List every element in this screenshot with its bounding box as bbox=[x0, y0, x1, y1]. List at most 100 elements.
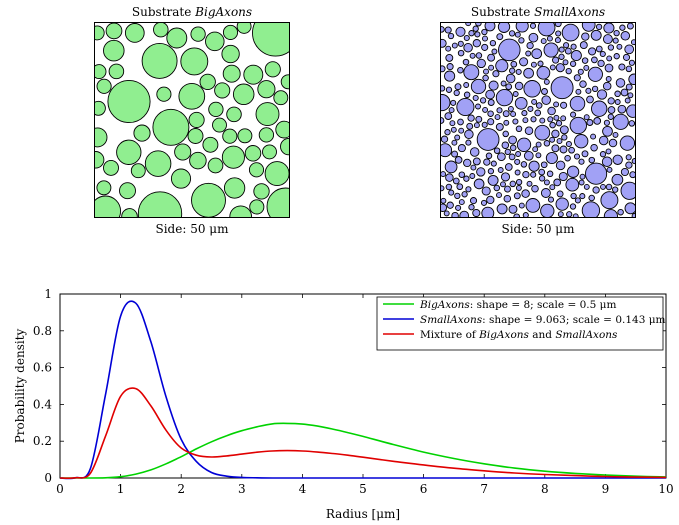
small-axon-circle bbox=[560, 101, 568, 109]
x-tick-label: 6 bbox=[420, 482, 428, 496]
small-axon-circle bbox=[485, 89, 495, 100]
small-axon-circle bbox=[444, 112, 453, 120]
small-axon-circle bbox=[538, 168, 546, 176]
small-axon-circle bbox=[607, 44, 615, 51]
big-axon-circle bbox=[221, 145, 245, 169]
small-axon-circle bbox=[619, 24, 626, 31]
small-axon-circle bbox=[441, 203, 448, 212]
small-axon-circle bbox=[555, 120, 563, 127]
big-axon-circle bbox=[174, 143, 192, 161]
small-axon-circle bbox=[491, 48, 498, 55]
small-axon-circle bbox=[574, 134, 589, 149]
small-axon-circle bbox=[579, 173, 586, 180]
big-axon-circle bbox=[121, 208, 138, 217]
big-axon-circle bbox=[153, 23, 169, 38]
small-axon-circle bbox=[480, 199, 488, 206]
small-axon-circle bbox=[538, 175, 546, 182]
small-axon-circle bbox=[595, 23, 603, 31]
small-axon-circle bbox=[445, 45, 452, 52]
small-axon-circle bbox=[547, 116, 554, 123]
small-axon-circle bbox=[547, 196, 555, 203]
small-axon-circle bbox=[619, 135, 635, 151]
small-axon-circle bbox=[601, 156, 613, 167]
small-axon-circle bbox=[487, 168, 495, 175]
small-axon-circle bbox=[529, 23, 537, 29]
small-axon-circle bbox=[455, 204, 462, 211]
small-axon-circle bbox=[553, 114, 560, 121]
small-axon-circle bbox=[458, 199, 465, 206]
small-axon-circle bbox=[473, 178, 485, 190]
small-axon-circle bbox=[453, 89, 460, 97]
small-axon-circle bbox=[475, 115, 483, 123]
small-axon-circle bbox=[624, 44, 635, 55]
small-axon-circle bbox=[483, 68, 489, 75]
small-axon-circle bbox=[625, 83, 633, 91]
side-label-small: Side: 50 μm bbox=[501, 222, 575, 236]
small-axon-circle bbox=[549, 64, 556, 71]
small-axon-circle bbox=[448, 189, 455, 196]
small-axon-circle bbox=[523, 80, 541, 98]
small-axon-circle bbox=[541, 88, 548, 95]
curves bbox=[59, 300, 667, 480]
big-axon-circle bbox=[212, 117, 227, 133]
small-axon-circle bbox=[535, 102, 543, 109]
small-axon-circle bbox=[515, 151, 522, 157]
big-axon-circle bbox=[95, 151, 105, 169]
small-axon-circle bbox=[540, 188, 551, 198]
small-axon-circle bbox=[469, 173, 476, 179]
small-axon-circle bbox=[562, 59, 569, 66]
small-axon-circle bbox=[581, 23, 596, 32]
small-axon-circle bbox=[590, 29, 602, 41]
big-axon-circle bbox=[141, 42, 178, 79]
big-axon-circle bbox=[190, 26, 206, 42]
small-axon-circle bbox=[518, 37, 525, 44]
small-axon-circle bbox=[573, 153, 581, 160]
small-axon-circle bbox=[496, 192, 502, 199]
small-axon-circle bbox=[583, 183, 590, 190]
y-tick-label: 0.8 bbox=[33, 324, 52, 338]
small-axon-circle bbox=[555, 160, 566, 171]
small-axon-circle bbox=[463, 175, 470, 182]
small-axon-circle bbox=[488, 80, 499, 91]
big-axon-circle bbox=[236, 23, 252, 34]
substrate-title-small: Substrate SmallAxons bbox=[470, 5, 606, 19]
small-axon-circle bbox=[503, 194, 512, 203]
small-axon-circle bbox=[441, 65, 446, 73]
small-axon-circle bbox=[500, 80, 507, 87]
small-axon-circle bbox=[475, 103, 481, 110]
small-axon-circle bbox=[463, 64, 480, 81]
small-axon-circle bbox=[570, 49, 582, 62]
small-axon-circle bbox=[565, 67, 572, 75]
small-axon-circle bbox=[618, 63, 626, 71]
small-axon-circle bbox=[505, 73, 516, 84]
x-tick-label: 0 bbox=[56, 482, 64, 496]
y-tick-label: 1 bbox=[44, 287, 52, 301]
small-axon-circle bbox=[585, 87, 592, 94]
small-axon-circle bbox=[441, 185, 445, 192]
mixture-curve bbox=[59, 387, 667, 480]
small-axon-circle bbox=[441, 38, 447, 48]
small-axon-circle bbox=[474, 31, 481, 38]
small-axon-circle bbox=[458, 171, 466, 178]
small-axon-circle bbox=[612, 186, 619, 193]
small-axon-circle bbox=[564, 154, 571, 162]
small-axon-circle bbox=[611, 173, 624, 186]
small-axon-circle bbox=[622, 53, 631, 61]
small-axon-circle bbox=[522, 212, 529, 217]
small-axon-circle bbox=[450, 126, 457, 133]
small-axon-circle bbox=[521, 189, 530, 198]
small-axon-circle bbox=[583, 64, 590, 71]
small-axon-circle bbox=[454, 134, 461, 141]
big-axon-circle bbox=[262, 144, 277, 160]
small-axon-circle bbox=[534, 124, 551, 141]
small-axon-circle bbox=[464, 129, 474, 140]
x-axis-label: Radius [μm] bbox=[326, 507, 400, 521]
small-axon-circle bbox=[530, 61, 537, 68]
small-axon-circle bbox=[465, 23, 472, 27]
small-axon-circle bbox=[493, 184, 501, 192]
small-axon-circle bbox=[631, 213, 635, 217]
small-axon-circle bbox=[588, 194, 595, 202]
small-axon-circle bbox=[569, 203, 577, 210]
small-axon-circle bbox=[545, 151, 558, 165]
small-axon-circle bbox=[540, 161, 548, 169]
